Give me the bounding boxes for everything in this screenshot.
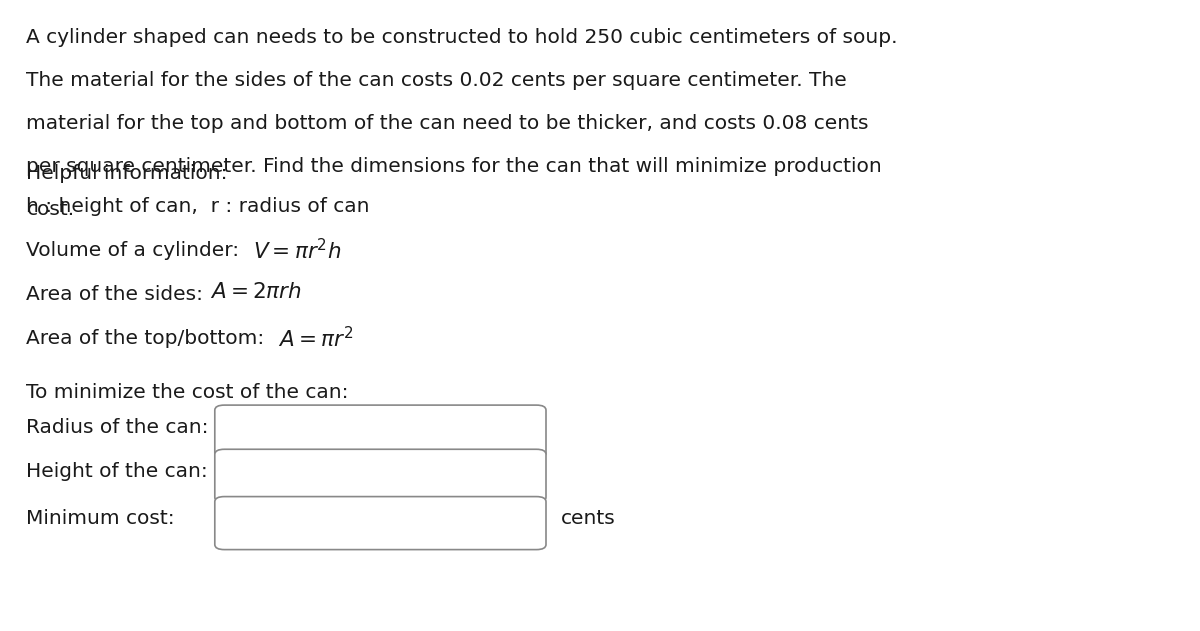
Text: To minimize the cost of the can:: To minimize the cost of the can:	[26, 383, 349, 402]
FancyBboxPatch shape	[215, 405, 546, 458]
Text: The material for the sides of the can costs 0.02 cents per square centimeter. Th: The material for the sides of the can co…	[26, 71, 847, 90]
Text: $A = \pi r^2$: $A = \pi r^2$	[278, 326, 354, 351]
Text: Minimum cost:: Minimum cost:	[26, 509, 175, 528]
FancyBboxPatch shape	[215, 497, 546, 550]
Text: Area of the sides:: Area of the sides:	[26, 285, 210, 304]
Text: per square centimeter. Find the dimensions for the can that will minimize produc: per square centimeter. Find the dimensio…	[26, 157, 882, 176]
Text: Helpful information:: Helpful information:	[26, 164, 228, 183]
Text: cost.: cost.	[26, 200, 74, 219]
Text: cents: cents	[560, 509, 616, 528]
Text: material for the top and bottom of the can need to be thicker, and costs 0.08 ce: material for the top and bottom of the c…	[26, 114, 869, 133]
Text: Area of the top/bottom:: Area of the top/bottom:	[26, 329, 271, 348]
Text: Volume of a cylinder:: Volume of a cylinder:	[26, 241, 246, 260]
Text: Radius of the can:: Radius of the can:	[26, 418, 209, 437]
Text: $A = 2\pi r h$: $A = 2\pi r h$	[210, 282, 302, 302]
Text: A cylinder shaped can needs to be constructed to hold 250 cubic centimeters of s: A cylinder shaped can needs to be constr…	[26, 28, 898, 47]
Text: $V = \pi r^2 h$: $V = \pi r^2 h$	[253, 238, 342, 263]
Text: Height of the can:: Height of the can:	[26, 462, 208, 481]
Text: h : height of can,  r : radius of can: h : height of can, r : radius of can	[26, 197, 370, 216]
FancyBboxPatch shape	[215, 449, 546, 502]
